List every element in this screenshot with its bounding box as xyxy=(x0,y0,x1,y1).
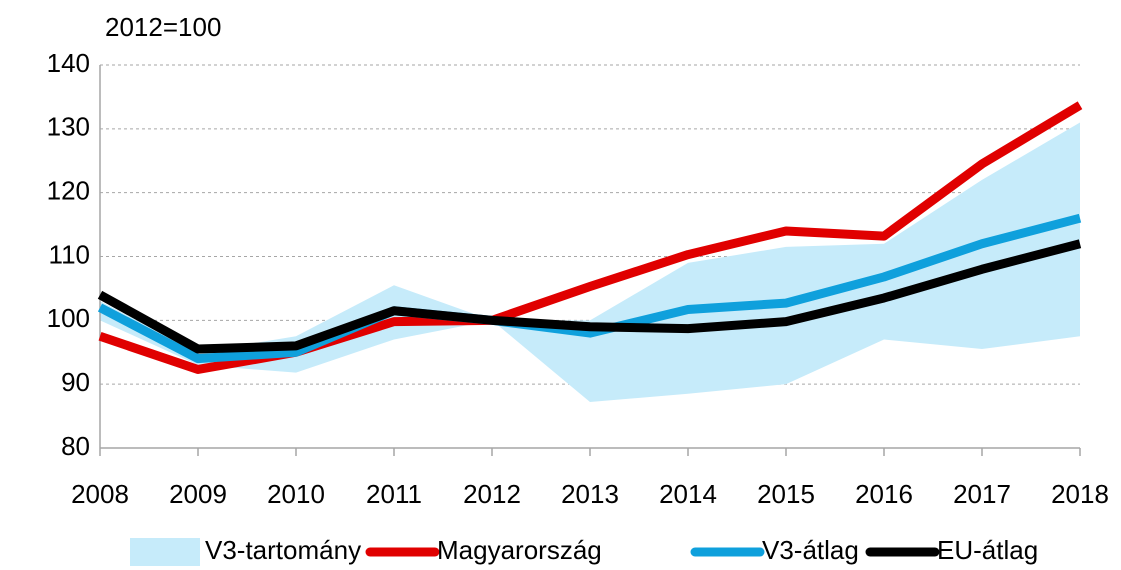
x-tick-label: 2010 xyxy=(267,479,325,509)
x-tick-label: 2017 xyxy=(953,479,1011,509)
y-tick-label: 80 xyxy=(61,431,90,461)
y-tick-label: 120 xyxy=(47,176,90,206)
chart-subtitle: 2012=100 xyxy=(105,12,221,42)
y-tick-label: 130 xyxy=(47,112,90,142)
legend-label: V3-tartomány xyxy=(205,535,361,565)
x-tick-label: 2015 xyxy=(757,479,815,509)
x-tick-label: 2018 xyxy=(1051,479,1109,509)
x-tick-label: 2016 xyxy=(855,479,913,509)
legend-label: EU-átlag xyxy=(937,535,1038,565)
legend-swatch xyxy=(130,538,200,566)
x-tick-label: 2009 xyxy=(169,479,227,509)
x-tick-label: 2013 xyxy=(561,479,619,509)
x-tick-label: 2011 xyxy=(366,479,422,509)
x-tick-label: 2014 xyxy=(659,479,717,509)
y-tick-label: 110 xyxy=(49,239,90,269)
x-tick-label: 2008 xyxy=(71,479,129,509)
legend-label: Magyarország xyxy=(437,535,602,565)
line xyxy=(97,239,1082,354)
x-tick-label: 2012 xyxy=(463,479,521,509)
y-tick-label: 140 xyxy=(47,48,90,78)
y-tick-label: 90 xyxy=(61,367,90,397)
y-tick-label: 100 xyxy=(47,303,90,333)
legend-label: V3-átlag xyxy=(762,535,859,565)
line xyxy=(97,213,1082,364)
